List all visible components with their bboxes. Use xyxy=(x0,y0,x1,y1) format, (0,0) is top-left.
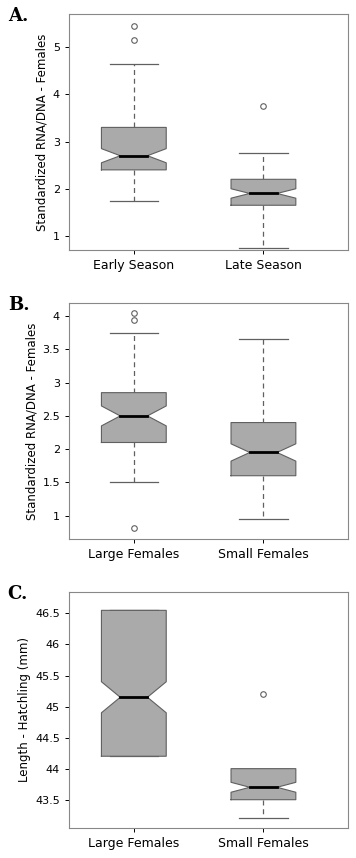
Polygon shape xyxy=(101,393,166,443)
Polygon shape xyxy=(231,179,296,205)
Text: B.: B. xyxy=(8,296,29,314)
Y-axis label: Standardized RNA/DNA - Females: Standardized RNA/DNA - Females xyxy=(25,323,38,520)
Y-axis label: Length - Hatchling (mm): Length - Hatchling (mm) xyxy=(18,637,31,782)
Text: C.: C. xyxy=(8,584,28,602)
Polygon shape xyxy=(231,422,296,475)
Y-axis label: Standardized RNA/DNA - Females: Standardized RNA/DNA - Females xyxy=(36,33,49,231)
Polygon shape xyxy=(101,610,166,756)
Polygon shape xyxy=(231,769,296,800)
Polygon shape xyxy=(101,127,166,170)
Text: A.: A. xyxy=(8,7,28,25)
